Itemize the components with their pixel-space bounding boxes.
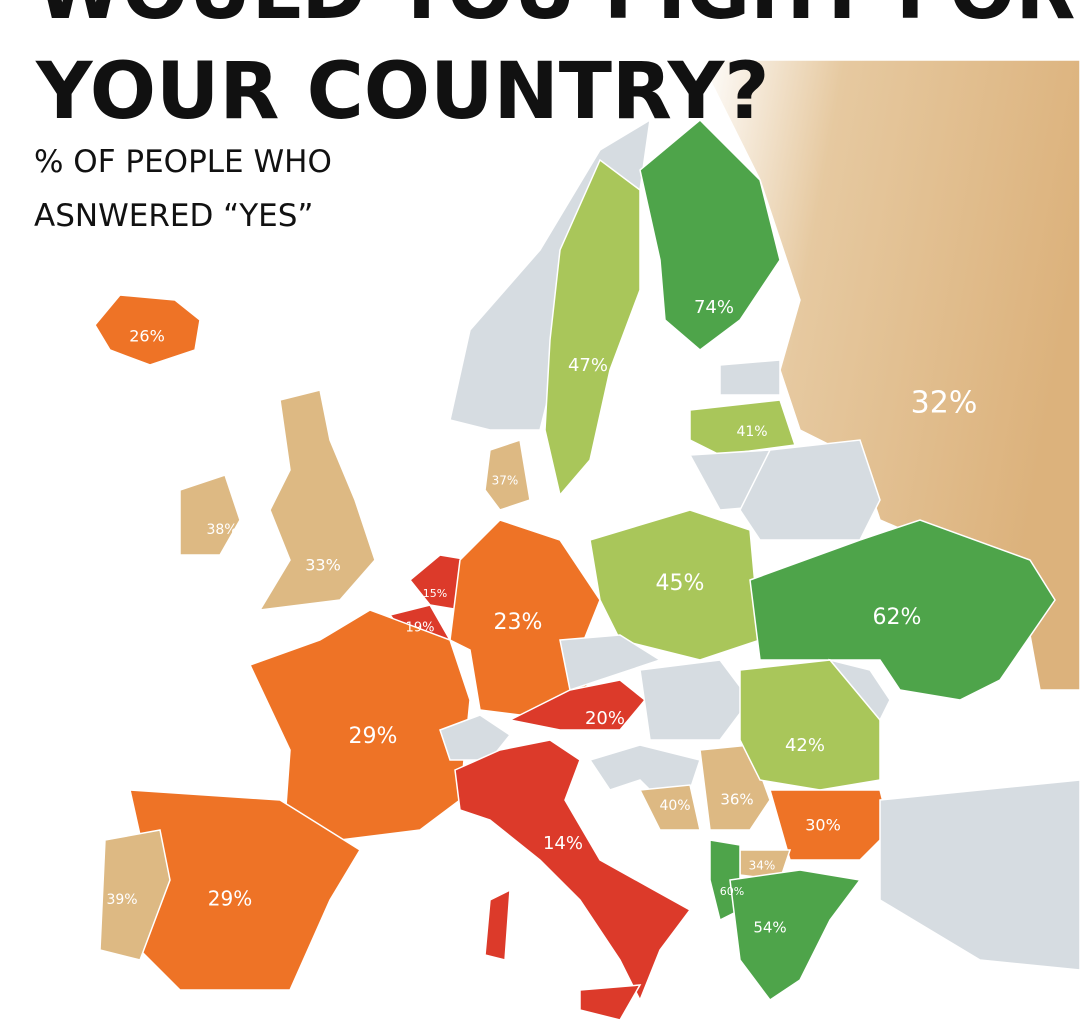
country-shape [484, 888, 511, 961]
region-label: 34% [749, 859, 776, 873]
country-shape [639, 659, 751, 741]
region-label: 14% [543, 833, 583, 854]
country-shape [179, 474, 241, 556]
region-label: 29% [208, 887, 252, 911]
region-label: 26% [129, 327, 165, 346]
country-shape [258, 389, 376, 611]
region-label: 37% [492, 474, 519, 488]
country-shape [94, 294, 201, 366]
country-shape [638, 784, 701, 831]
labels: 26% 38% 33% 37% 47% 74% 32% 41% 45% 62% 15% 19% 23% 2… [106, 297, 977, 937]
country-shape [729, 869, 862, 1002]
region-label: 20% [585, 708, 625, 729]
region-label: 15% [423, 587, 447, 600]
region-label: 47% [568, 355, 608, 376]
country-shape [579, 984, 642, 1021]
region-label: 39% [106, 892, 137, 908]
region-label: 60% [720, 885, 744, 898]
region-label: 62% [873, 605, 922, 630]
country-shape [544, 158, 641, 497]
region-label: 38% [206, 522, 237, 538]
country-shape [559, 634, 662, 691]
country-shape [639, 118, 781, 351]
country-shape [827, 658, 891, 722]
region-label: 41% [736, 424, 767, 440]
region-label: 33% [305, 556, 341, 575]
country-shape [439, 714, 512, 761]
region-label: 74% [694, 297, 734, 318]
country-shape [719, 359, 781, 396]
country-shape [749, 519, 1056, 701]
country-shape [879, 779, 1080, 971]
subtitle-line: % OF PEOPLE WHO [34, 144, 332, 180]
country-shape [589, 509, 761, 661]
title-line: YOUR COUNTRY? [35, 47, 769, 137]
region-label: 32% [911, 386, 978, 421]
region-label: 36% [720, 791, 753, 809]
country-shape [99, 829, 171, 961]
subtitle-line: ASNWERED “YES” [34, 198, 313, 234]
region-label: 42% [785, 735, 825, 756]
region-label: 30% [805, 816, 841, 835]
country-shape [769, 789, 891, 861]
region-label: 45% [656, 571, 705, 596]
region-label: 40% [659, 798, 690, 814]
region-label: 29% [349, 724, 398, 749]
region-label: 54% [753, 919, 786, 937]
country-shape [689, 399, 796, 456]
region-label: 23% [494, 610, 543, 635]
region-label: 19% [406, 621, 435, 636]
countries [94, 59, 1080, 1021]
country-shape [484, 439, 531, 511]
title-line: WOULD YOU FIGHT FOR [36, 0, 1075, 37]
country-shape [454, 739, 692, 1002]
